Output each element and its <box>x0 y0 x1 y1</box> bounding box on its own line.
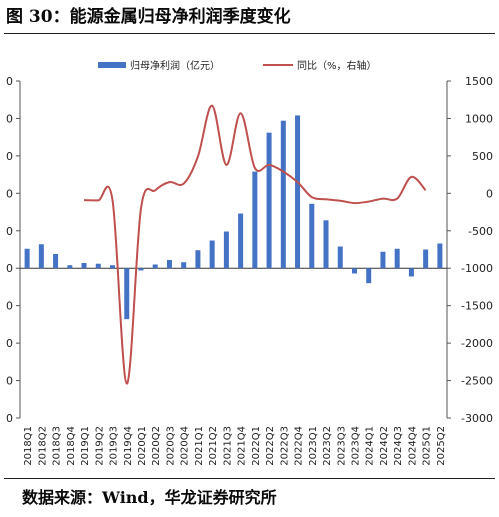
bar-2024Q4 <box>408 268 414 277</box>
bar-2019Q4 <box>124 268 130 320</box>
x-tick-label: 2022Q2 <box>265 426 276 466</box>
left-tick-label: 0 <box>6 337 13 350</box>
right-tick-label: 0 <box>486 187 493 200</box>
x-tick-label: 2020Q3 <box>165 426 176 466</box>
x-tick-label: 2018Q1 <box>23 426 34 466</box>
left-tick-label: 0 <box>6 150 13 163</box>
x-tick-label: 2021Q1 <box>194 426 205 466</box>
left-tick-label: 0 <box>6 412 13 425</box>
bar-2024Q3 <box>394 248 400 269</box>
x-tick-label: 2021Q2 <box>208 426 219 466</box>
left-tick-label: 0 <box>6 262 13 275</box>
bar-2018Q4 <box>67 265 73 269</box>
x-tick-label: 2021Q4 <box>237 426 248 466</box>
bar-2022Q2 <box>266 132 272 269</box>
bar-2018Q3 <box>53 253 59 269</box>
bar-2023Q2 <box>323 220 329 269</box>
figure-title: 图 30：能源金属归母净利润季度变化 <box>6 7 291 27</box>
bar-2018Q2 <box>38 244 44 269</box>
left-tick-label: 0 <box>6 112 13 125</box>
data-source: 数据来源：Wind，华龙证券研究所 <box>22 488 277 507</box>
x-tick-label: 2024Q3 <box>393 426 404 466</box>
x-tick-label: 2022Q3 <box>279 426 290 466</box>
right-tick-label: -1500 <box>461 300 493 313</box>
bar-2023Q3 <box>337 246 343 269</box>
x-tick-label: 2018Q4 <box>66 426 77 466</box>
left-tick-label: 0 <box>6 75 13 88</box>
bar-2022Q3 <box>280 120 286 269</box>
legend-label-bar: 归母净利润（亿元） <box>130 59 220 72</box>
x-tick-label: 2020Q2 <box>151 426 162 466</box>
x-tick-label: 2023Q1 <box>308 426 319 466</box>
x-tick-label: 2023Q4 <box>350 426 361 466</box>
x-tick-label: 2018Q2 <box>37 426 48 466</box>
x-tick-label: 2018Q3 <box>52 426 63 466</box>
x-tick-label: 2023Q2 <box>322 426 333 466</box>
left-tick-label: 0 <box>6 187 13 200</box>
yoy-line <box>83 104 427 385</box>
left-tick-label: 0 <box>6 225 13 238</box>
x-tick-label: 2019Q1 <box>80 426 91 466</box>
bar-2024Q2 <box>380 251 386 269</box>
bar-2020Q1 <box>138 268 144 271</box>
legend: 归母净利润（亿元） 同比（%，右轴） <box>98 59 377 72</box>
bar-2020Q3 <box>166 259 172 269</box>
x-tick-label: 2022Q4 <box>294 426 305 466</box>
bar-2023Q4 <box>351 268 357 274</box>
right-tick-label: 500 <box>472 150 493 163</box>
x-tick-label: 2024Q1 <box>365 426 376 466</box>
left-tick-label: 0 <box>6 375 13 388</box>
bar-2021Q1 <box>195 250 201 269</box>
bar-2025Q1 <box>423 249 429 269</box>
bar-2020Q2 <box>152 264 158 269</box>
x-tick-label: 2019Q2 <box>94 426 105 466</box>
bar-2024Q1 <box>366 268 372 284</box>
legend-label-line: 同比（%，右轴） <box>297 59 377 72</box>
x-tick-label: 2019Q4 <box>123 426 134 466</box>
x-tick-label: 2020Q4 <box>180 426 191 466</box>
right-tick-label: -3000 <box>461 412 493 425</box>
x-tick-label: 2023Q3 <box>336 426 347 466</box>
bar-2019Q3 <box>110 265 116 269</box>
x-tick-label: 2019Q3 <box>109 426 120 466</box>
bar-2025Q2 <box>437 243 443 269</box>
x-tick-label: 2021Q3 <box>222 426 233 466</box>
bar-2020Q4 <box>181 262 187 269</box>
right-tick-label: -500 <box>468 225 493 238</box>
bar-2022Q4 <box>295 115 301 269</box>
right-tick-label: -2000 <box>461 337 493 350</box>
x-tick-label: 2025Q2 <box>436 426 447 466</box>
bar-2023Q1 <box>309 203 315 269</box>
right-tick-label: 1500 <box>465 75 493 88</box>
bar-2019Q1 <box>81 262 87 269</box>
left-tick-label: 0 <box>6 300 13 313</box>
right-tick-label: -1000 <box>461 262 493 275</box>
title-divider <box>4 33 495 34</box>
source-divider <box>4 478 495 479</box>
legend-swatch-bar <box>98 62 126 68</box>
bar-2021Q3 <box>223 231 229 269</box>
x-tick-label: 2025Q1 <box>422 426 433 466</box>
x-tick-label: 2020Q1 <box>137 426 148 466</box>
bar-2019Q2 <box>95 263 101 269</box>
right-tick-label: -2500 <box>461 375 493 388</box>
x-tick-label: 2024Q2 <box>379 426 390 466</box>
bar-2021Q2 <box>209 240 215 269</box>
bar-2018Q1 <box>24 248 30 269</box>
bar-2021Q4 <box>238 213 244 269</box>
x-tick-label: 2022Q1 <box>251 426 262 466</box>
chart: 归母净利润（亿元） 同比（%，右轴） 0 0 0 0 0 0 0 0 0 0 -3000 -2500 -… <box>6 59 493 466</box>
right-tick-label: 1000 <box>465 112 493 125</box>
bar-2022Q1 <box>252 171 258 269</box>
x-tick-label: 2024Q4 <box>407 426 418 466</box>
